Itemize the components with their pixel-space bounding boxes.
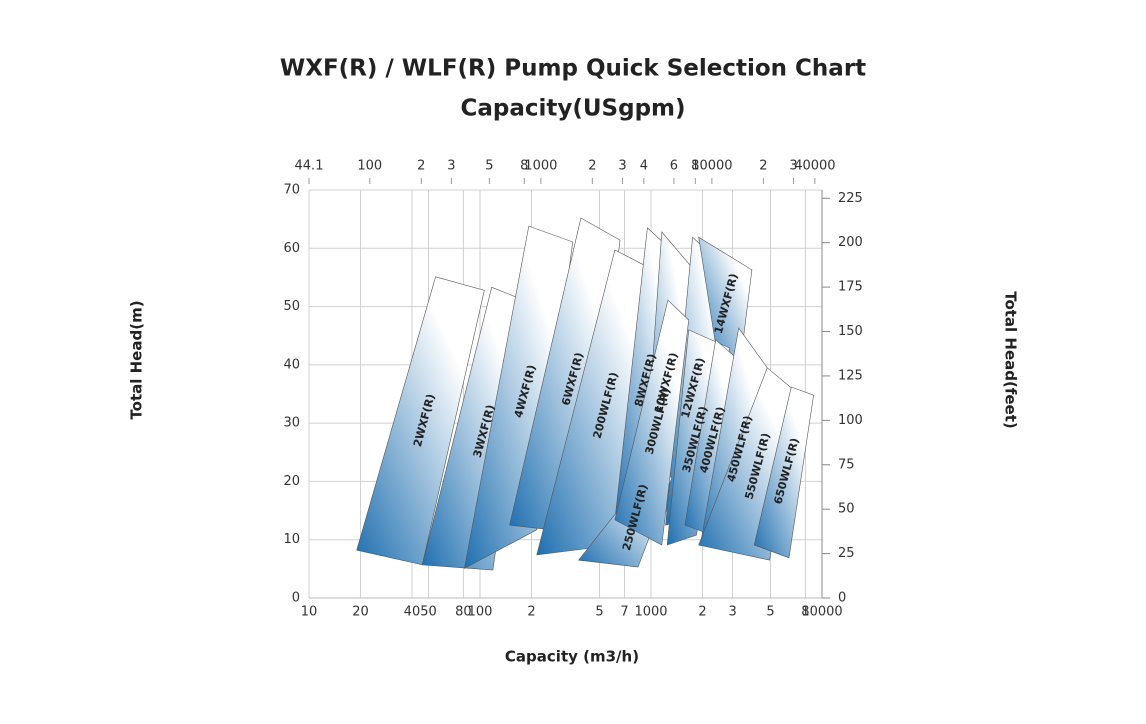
x-tick-label: 10 bbox=[301, 605, 318, 620]
pump-region bbox=[463, 225, 573, 569]
y-tick-label: 40 bbox=[283, 357, 300, 372]
x-tick-label: 1000 bbox=[634, 605, 667, 620]
x-tick-label: 40 bbox=[404, 605, 421, 620]
x2-tick-label: 6 bbox=[670, 159, 678, 174]
x2-tick-label: 2 bbox=[417, 159, 425, 174]
x2-tick-label: 8 bbox=[691, 159, 699, 174]
x-tick-label: 80 bbox=[455, 605, 472, 620]
y-tick-label: 60 bbox=[283, 241, 300, 256]
y2-tick-label: 50 bbox=[838, 502, 855, 517]
x2-tick-label: 2 bbox=[759, 159, 767, 174]
y2-tick-label: 25 bbox=[838, 546, 855, 561]
x2-tick-label: 10000 bbox=[691, 159, 732, 174]
y2-tick-label: 100 bbox=[838, 413, 863, 428]
x2-tick-label: 3 bbox=[447, 159, 455, 174]
y2-tick-label: 75 bbox=[838, 457, 855, 472]
x-tick-label: 2 bbox=[698, 605, 706, 620]
x-tick-label: 20 bbox=[352, 605, 369, 620]
chart-subtitle: Capacity(USgpm) bbox=[460, 96, 685, 122]
y-tick-label: 0 bbox=[292, 591, 300, 606]
y2-axis-label: Total Head(feet) bbox=[1002, 291, 1020, 429]
x-tick-label: 100 bbox=[468, 605, 493, 620]
y-tick-label: 70 bbox=[283, 183, 300, 198]
x2-tick-label: 1000 bbox=[524, 159, 557, 174]
x-tick-label: 5 bbox=[595, 605, 603, 620]
pump-region bbox=[614, 299, 690, 546]
y2-tick-label: 150 bbox=[838, 324, 863, 339]
x-tick-label: 8 bbox=[801, 605, 809, 620]
x-tick-label: 50 bbox=[420, 605, 437, 620]
pump-region bbox=[753, 386, 814, 559]
x2-tick-label: 40000 bbox=[794, 159, 835, 174]
chart-title: WXF(R) / WLF(R) Pump Quick Selection Cha… bbox=[280, 56, 866, 82]
x2-tick-label: 4 bbox=[640, 159, 648, 174]
y2-tick-label: 225 bbox=[838, 191, 863, 206]
x2-tick-label: 100 bbox=[357, 159, 382, 174]
x-tick-label: 5 bbox=[766, 605, 774, 620]
y2-tick-label: 0 bbox=[838, 591, 846, 606]
y-tick-label: 30 bbox=[283, 416, 300, 431]
x-tick-label: 2 bbox=[527, 605, 535, 620]
x2-tick-label: 8 bbox=[520, 159, 528, 174]
y-axis-label: Total Head(m) bbox=[128, 300, 146, 419]
x-tick-label: 3 bbox=[728, 605, 736, 620]
y-tick-label: 50 bbox=[283, 299, 300, 314]
x-axis-label: Capacity (m3/h) bbox=[505, 648, 639, 666]
y2-tick-label: 125 bbox=[838, 368, 863, 383]
x2-tick-label: 3 bbox=[789, 159, 797, 174]
x2-tick-label: 3 bbox=[618, 159, 626, 174]
x-tick-label: 10000 bbox=[801, 605, 842, 620]
x2-tick-label: 44.1 bbox=[295, 159, 324, 174]
x2-tick-label: 5 bbox=[485, 159, 493, 174]
x2-tick-label: 2 bbox=[588, 159, 596, 174]
y-tick-label: 10 bbox=[283, 532, 300, 547]
y2-tick-label: 200 bbox=[838, 235, 863, 250]
y-tick-label: 20 bbox=[283, 474, 300, 489]
x-tick-label: 7 bbox=[620, 605, 628, 620]
y2-tick-label: 175 bbox=[838, 280, 863, 295]
